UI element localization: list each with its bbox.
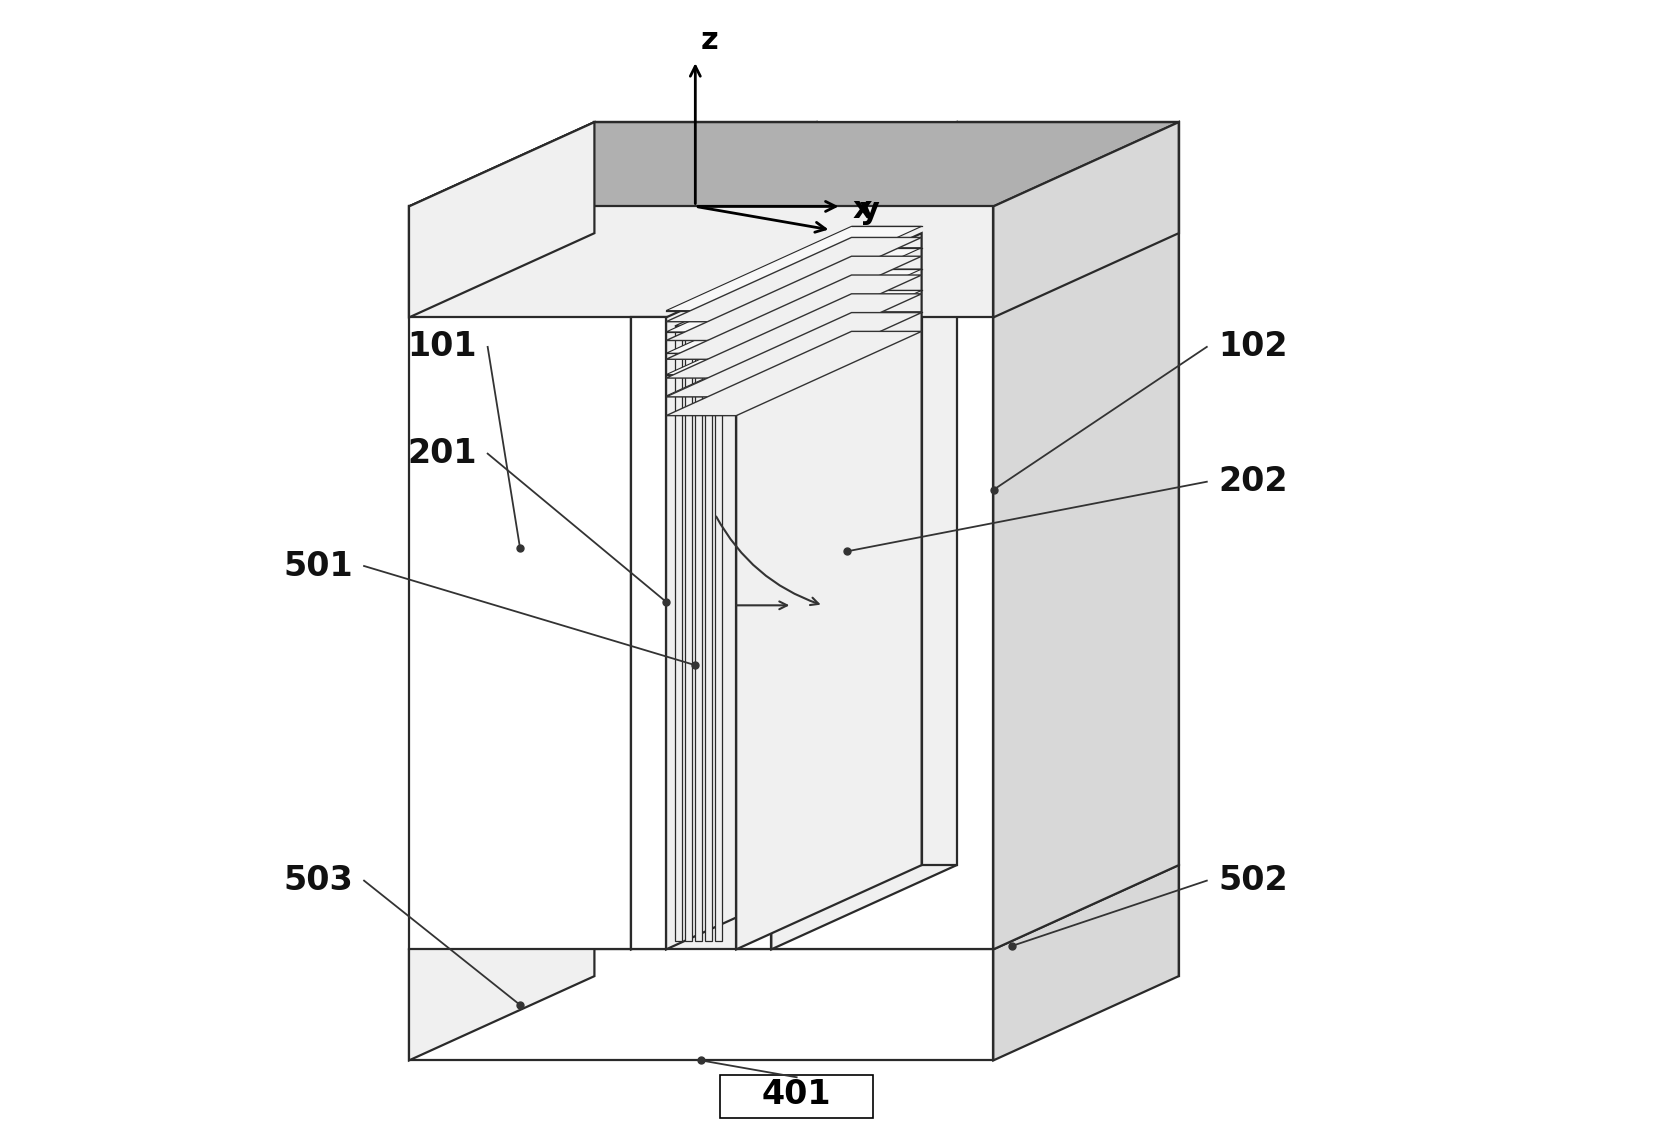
Text: y: y	[859, 196, 879, 225]
Text: 202: 202	[1217, 465, 1287, 498]
Text: 503: 503	[283, 864, 353, 898]
Polygon shape	[675, 242, 868, 326]
Polygon shape	[704, 242, 898, 326]
Polygon shape	[410, 122, 816, 206]
Polygon shape	[665, 294, 921, 378]
Polygon shape	[665, 248, 921, 332]
Text: 502: 502	[1217, 864, 1287, 898]
Polygon shape	[665, 269, 921, 353]
Text: 101: 101	[406, 331, 477, 363]
Polygon shape	[595, 122, 1179, 233]
Polygon shape	[771, 206, 993, 950]
Polygon shape	[736, 233, 921, 950]
Polygon shape	[956, 122, 1179, 865]
Polygon shape	[993, 865, 1179, 1061]
Polygon shape	[686, 242, 878, 326]
Polygon shape	[410, 122, 1179, 206]
Polygon shape	[410, 122, 595, 317]
Polygon shape	[736, 317, 771, 950]
Text: 102: 102	[1217, 331, 1287, 363]
Text: x: x	[853, 195, 873, 224]
Polygon shape	[696, 242, 888, 326]
Polygon shape	[704, 326, 712, 941]
Polygon shape	[665, 332, 921, 415]
Polygon shape	[665, 233, 851, 950]
Polygon shape	[665, 275, 921, 359]
Polygon shape	[665, 311, 921, 396]
Polygon shape	[686, 326, 692, 941]
Polygon shape	[410, 865, 595, 1061]
Polygon shape	[714, 242, 906, 326]
Text: 401: 401	[762, 1078, 831, 1110]
Polygon shape	[665, 238, 921, 321]
Polygon shape	[921, 233, 956, 865]
Polygon shape	[736, 233, 956, 317]
Text: 501: 501	[283, 549, 353, 583]
Polygon shape	[410, 865, 1179, 950]
Polygon shape	[816, 233, 851, 865]
Polygon shape	[665, 291, 921, 375]
Polygon shape	[630, 317, 665, 950]
Polygon shape	[665, 256, 921, 341]
Polygon shape	[595, 865, 1179, 976]
Polygon shape	[993, 122, 1179, 317]
Polygon shape	[771, 122, 1179, 206]
Polygon shape	[714, 326, 722, 941]
Polygon shape	[993, 122, 1179, 950]
Polygon shape	[665, 312, 921, 397]
Polygon shape	[630, 233, 851, 317]
Polygon shape	[410, 206, 993, 317]
Polygon shape	[410, 206, 630, 950]
Polygon shape	[696, 326, 702, 941]
Text: z: z	[701, 26, 719, 55]
Polygon shape	[675, 326, 682, 941]
Polygon shape	[630, 122, 816, 950]
Polygon shape	[665, 226, 921, 310]
Polygon shape	[595, 122, 816, 865]
Polygon shape	[771, 122, 956, 950]
Text: 201: 201	[406, 437, 477, 470]
FancyBboxPatch shape	[721, 1075, 873, 1117]
Polygon shape	[410, 950, 993, 1061]
